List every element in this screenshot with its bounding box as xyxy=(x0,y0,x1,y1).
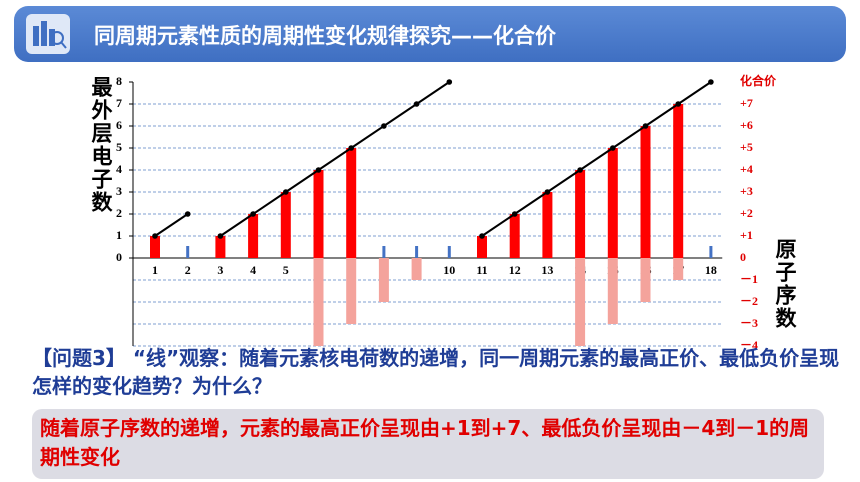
y-tick-label: 0 xyxy=(116,250,122,264)
point xyxy=(511,211,518,217)
y2-tick-label: 0 xyxy=(740,250,746,264)
answer: 随着原子序数的递增，元素的最高正价呈现由+1到+7、最低负价呈现由－4到－1的周… xyxy=(40,416,810,469)
y-tick-label: 4 xyxy=(116,162,122,176)
answer-box xyxy=(32,409,824,479)
y2-tick-label: +5 xyxy=(740,140,753,154)
question: 【问题3】 “线”观察：随着元素核电荷数的递增，同一周期元素的最高正价、最低负价… xyxy=(32,346,840,398)
point xyxy=(348,145,355,151)
y-tick-label: 1 xyxy=(116,228,122,242)
y2-axis-label: 化合价 xyxy=(740,73,777,88)
point xyxy=(544,189,551,195)
point xyxy=(675,101,681,107)
y2-tick-label: －4 xyxy=(740,338,758,350)
zero-marker xyxy=(382,246,386,258)
header-bar: 同周期元素性质的周期性变化规律探究——化合价 xyxy=(14,6,846,62)
x-tick-label: 2 xyxy=(185,263,191,277)
y-axis-label: 最外层电子数 xyxy=(89,76,113,214)
bar xyxy=(346,148,357,258)
line xyxy=(154,81,712,237)
zero-marker xyxy=(415,246,419,258)
y2-tick-label: －2 xyxy=(740,294,758,308)
y-tick-label: 6 xyxy=(116,118,122,132)
bar xyxy=(542,192,553,258)
bar xyxy=(411,258,422,280)
x-tick-label: 11 xyxy=(476,263,487,277)
point xyxy=(642,123,649,129)
y2-tick-label: +7 xyxy=(740,96,753,110)
x-tick-label: 5 xyxy=(283,263,289,277)
bar xyxy=(477,236,487,258)
bar xyxy=(575,258,586,346)
header-title: 同周期元素性质的周期性变化规律探究——化合价 xyxy=(94,24,556,48)
point xyxy=(184,211,191,217)
y-tick-label: 7 xyxy=(116,96,122,110)
bar xyxy=(607,258,618,324)
x-tick-label: 18 xyxy=(705,263,717,277)
point xyxy=(577,167,583,173)
bar xyxy=(640,258,651,302)
point xyxy=(217,233,224,239)
zero-marker xyxy=(709,246,713,258)
point xyxy=(283,189,289,195)
bar xyxy=(313,258,324,346)
bar xyxy=(248,214,259,258)
bar xyxy=(150,236,160,258)
bar xyxy=(280,192,291,258)
bar xyxy=(607,148,618,258)
line xyxy=(219,81,450,237)
x-tick-label: 10 xyxy=(443,263,455,277)
bar xyxy=(509,214,520,258)
bar xyxy=(215,236,226,258)
point xyxy=(413,101,420,107)
x-tick-label: 3 xyxy=(217,263,223,277)
y2-tick-label: +2 xyxy=(740,206,753,220)
y2-tick-label: －1 xyxy=(740,272,758,286)
point xyxy=(315,167,322,173)
bar xyxy=(640,126,651,258)
y2-tick-label: +4 xyxy=(740,162,753,176)
point xyxy=(708,79,714,85)
bar xyxy=(346,258,357,324)
y-tick-label: 5 xyxy=(116,140,122,154)
y2-tick-label: －3 xyxy=(740,316,758,330)
x-tick-label: 12 xyxy=(509,263,521,277)
point xyxy=(381,123,387,129)
point xyxy=(250,211,256,217)
y2-tick-label: +3 xyxy=(740,184,753,198)
point xyxy=(479,233,485,239)
x-tick-label: 13 xyxy=(541,263,553,277)
y2-tick-label: +6 xyxy=(740,118,753,132)
point xyxy=(152,233,158,239)
x-tick-label: 1 xyxy=(152,263,158,277)
x-tick-label: 4 xyxy=(250,263,256,277)
header-icon xyxy=(26,14,70,54)
point xyxy=(446,79,453,85)
bar xyxy=(673,104,684,258)
y-tick-label: 3 xyxy=(116,184,122,198)
y-tick-label: 2 xyxy=(116,206,122,220)
bar xyxy=(673,258,684,280)
zero-marker xyxy=(447,246,451,258)
point xyxy=(610,145,616,151)
zero-marker xyxy=(186,246,190,258)
x-axis-label: 原子序数 xyxy=(773,238,797,330)
bar xyxy=(313,170,324,258)
y-tick-label: 8 xyxy=(116,74,122,88)
bar xyxy=(575,170,586,258)
y2-tick-label: +1 xyxy=(740,228,753,242)
bar xyxy=(378,258,389,302)
